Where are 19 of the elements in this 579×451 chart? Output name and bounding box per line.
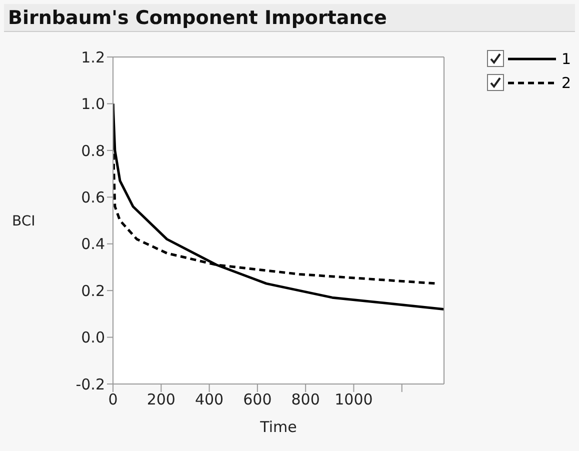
- y-tick-label: 1.0: [81, 95, 105, 114]
- y-axis-title: BCI: [12, 213, 36, 230]
- y-tick-label: -0.2: [76, 375, 105, 394]
- x-tick-label: 600: [243, 390, 272, 409]
- x-tick-label: 0: [108, 390, 118, 409]
- y-tick-label: 0.6: [81, 188, 105, 206]
- legend-label: 1: [561, 50, 571, 68]
- y-tick-label: 1.2: [81, 48, 105, 66]
- y-tick-label: 0.4: [81, 235, 105, 254]
- chart-title: Birnbaum's Component Importance: [4, 4, 575, 32]
- x-tick-label: 400: [194, 390, 224, 409]
- y-tick-label: 0.2: [81, 282, 105, 300]
- legend-label: 2: [561, 74, 571, 92]
- y-tick-label: 0.0: [81, 328, 105, 347]
- x-tick-label: 800: [291, 390, 320, 409]
- x-tick-label: 200: [146, 390, 176, 409]
- x-tick-label: 1000: [334, 390, 373, 409]
- x-axis-title: Time: [259, 418, 297, 436]
- y-tick-label: 0.8: [81, 142, 105, 160]
